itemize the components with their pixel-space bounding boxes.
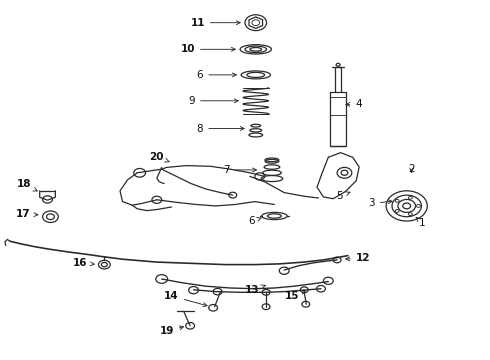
Text: 20: 20 [148,152,169,162]
Text: 17: 17 [16,209,38,219]
Text: 7: 7 [222,165,256,175]
Text: 12: 12 [346,253,370,263]
Text: 18: 18 [16,179,37,191]
Text: 6: 6 [196,70,236,80]
Text: 13: 13 [245,285,266,295]
Text: 10: 10 [180,44,235,54]
Text: 15: 15 [284,291,305,301]
Text: 11: 11 [190,18,240,28]
Text: 2: 2 [408,164,415,174]
Text: 4: 4 [346,99,362,109]
Text: 1: 1 [416,217,426,228]
Text: 5: 5 [336,191,350,201]
Text: 8: 8 [196,123,244,134]
Text: 6: 6 [248,216,261,226]
Text: 19: 19 [160,326,184,336]
Text: 3: 3 [368,198,392,208]
Text: 14: 14 [164,291,207,307]
Text: 9: 9 [188,96,238,106]
Text: 16: 16 [73,258,94,268]
